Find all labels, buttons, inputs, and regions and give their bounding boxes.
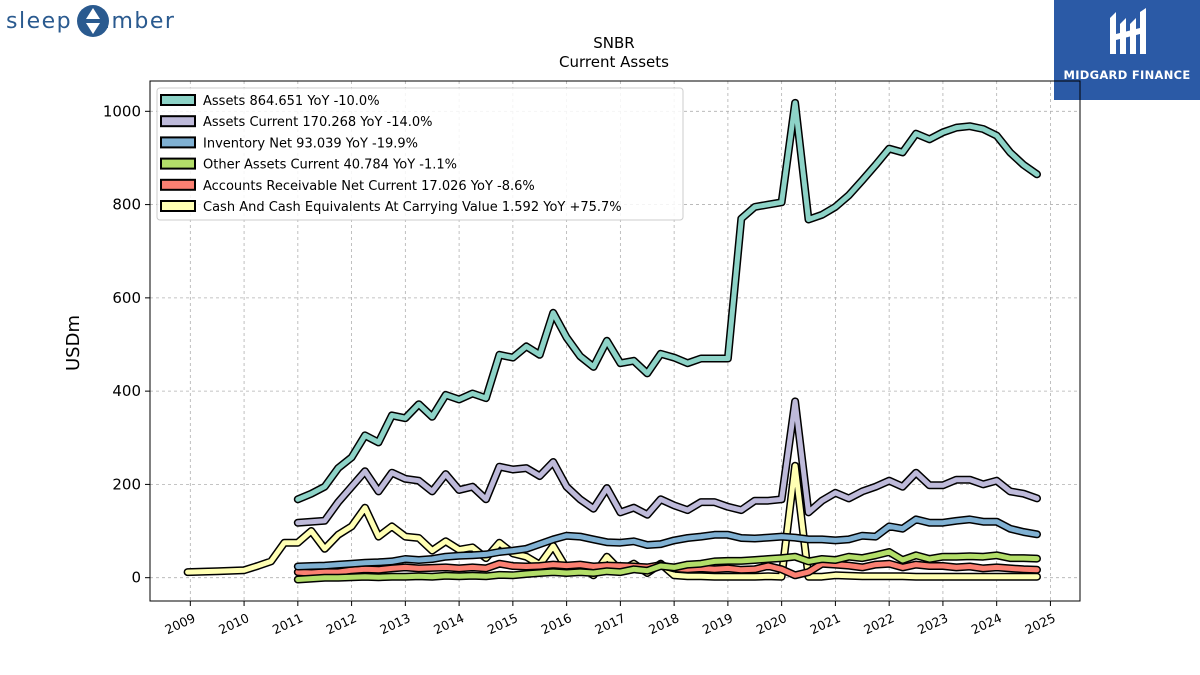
x-tick-label: 2020 [754,610,789,637]
midgard-finance-badge: MIDGARD FINANCE [1054,0,1200,100]
legend-swatch-cash-and-cash-equivalents-at-carrying-value [160,200,196,212]
x-tick-label: 2012 [324,610,359,637]
x-tick-label: 2024 [969,610,1004,637]
legend-label-other-assets-current: Other Assets Current 40.784 YoY -1.1% [203,158,457,173]
x-tick-label: 2017 [592,610,627,637]
x-tick-label: 2014 [431,610,466,637]
x-tick-label: 2013 [377,610,412,637]
series-line-inventory-net [295,516,1040,569]
legend-swatch-accounts-receivable-net-current [160,178,196,191]
legend-swatch-assets-current [160,115,196,128]
x-tick-label: 2011 [270,610,305,637]
x-tick-label: 2025 [1023,610,1058,637]
legend-swatch-other-assets-current [160,157,196,170]
y-tick-label: 1000 [103,102,141,120]
series-line-assets-current [295,398,1040,526]
legend-label-assets: Assets 864.651 YoY -10.0% [203,94,380,109]
legend: Assets 864.651 YoY -10.0% Assets Current … [156,87,684,221]
legend-label-cash-and-cash-equivalents-at-carrying-value: Cash And Cash Equivalents At Carrying Va… [203,200,622,215]
x-tick-label: 2010 [216,610,251,637]
sleep-number-logo: sleep number [6,4,175,38]
x-tick-label: 2009 [162,610,197,637]
y-axis-label: USDm [63,315,84,371]
chart-title: SNBR [593,34,634,52]
midgard-logo-icon [1110,8,1146,54]
legend-label-inventory-net: Inventory Net 93.039 YoY -19.9% [203,136,418,151]
x-tick-label: 2022 [861,610,896,637]
x-tick-label: 2019 [700,610,735,637]
y-tick-label: 400 [112,382,141,400]
x-tick-label: 2016 [539,610,574,637]
series-line-assets [295,100,1040,502]
y-tick-label: 0 [131,569,141,587]
partner-name: MIDGARD FINANCE [1063,68,1191,82]
y-tick-label: 600 [112,289,141,307]
drop-logo-icon [77,5,109,37]
plot-frame [149,80,1081,602]
y-tick-label: 800 [112,196,141,214]
x-tick-label: 2015 [485,610,520,637]
x-tick-label: 2023 [915,610,950,637]
legend-box [156,87,684,221]
x-tick-label: 2021 [808,610,843,637]
legend-label-accounts-receivable-net-current: Accounts Receivable Net Current 17.026 Y… [203,179,535,194]
legend-label-assets-current: Assets Current 170.268 YoY -14.0% [203,115,433,130]
series-layer [183,98,1041,584]
y-tick-label: 200 [112,475,141,493]
legend-swatch-assets [160,94,196,106]
legend-swatch-inventory-net [160,136,196,149]
chart-subtitle: Current Assets [559,53,669,71]
x-tick-label: 2018 [646,610,681,637]
series-line-other-assets-current [295,549,1040,582]
